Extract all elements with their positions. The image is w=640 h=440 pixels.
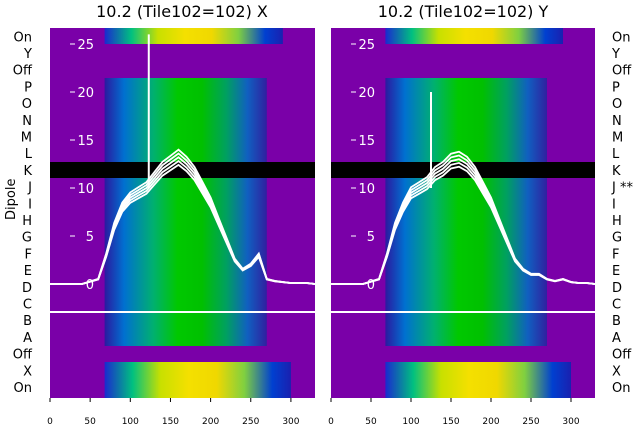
dipole-row-label-x: F: [25, 247, 32, 262]
y-tick-label: 5: [86, 230, 94, 245]
panel-y: 0 5 10 15 20 25: [331, 28, 596, 398]
x-tick-label: 300: [562, 417, 579, 427]
x-tick-label: 100: [402, 417, 419, 427]
dipole-row-label-x: Off: [13, 64, 33, 79]
y-tick-label: 25: [77, 38, 94, 53]
dipole-row-label-x: O: [22, 97, 32, 112]
bottom-on-block: [385, 362, 571, 398]
dipole-row-label-x: L: [25, 147, 33, 162]
main-block: [104, 78, 267, 346]
dipole-row-label-y: P: [612, 80, 620, 95]
y-tick-label: 0: [86, 278, 94, 293]
x-tick-label: 50: [84, 417, 96, 427]
x-tick-label: 0: [328, 417, 334, 427]
left-panel-title: 10.2 (Tile102=102) X: [96, 2, 268, 21]
dipole-row-label-y: K: [612, 164, 621, 179]
response-trace: [50, 148, 316, 285]
dipole-row-label-y: A: [612, 331, 621, 346]
top-on-block: [385, 28, 563, 44]
dipole-row-label-y: Off: [612, 64, 632, 79]
x-tick-label: 150: [162, 417, 179, 427]
bottom-on-block: [104, 362, 291, 398]
x-tick-label: 200: [202, 417, 219, 427]
x-tick-label: 50: [365, 417, 377, 427]
dipole-row-label-x: N: [22, 114, 32, 129]
dipole-row-label-x: Y: [23, 47, 32, 62]
top-on-block: [104, 28, 283, 44]
dipole-row-label-x: On: [14, 381, 32, 396]
dipole-row-label-x: B: [23, 314, 32, 329]
dipole-row-label-y: J **: [611, 181, 633, 196]
dipole-row-label-x: A: [23, 331, 32, 346]
flagged-band: [50, 162, 315, 178]
y-tick-label: 20: [77, 86, 94, 101]
dipole-row-label-x: On: [14, 30, 32, 45]
y-tick-label: 15: [77, 134, 94, 149]
dipole-row-label-x: C: [23, 298, 32, 313]
dipole-row-label-y: C: [612, 298, 621, 313]
dipole-row-label-y: H: [612, 214, 622, 229]
dipole-row-label-x: K: [23, 164, 32, 179]
x-tick-label: 250: [242, 417, 259, 427]
dipole-row-label-y: Off: [612, 348, 632, 363]
dipole-row-label-y: On: [612, 30, 630, 45]
flagged-band: [331, 162, 595, 178]
dipole-row-label-y: N: [612, 114, 622, 129]
y-tick-label: 15: [358, 134, 375, 149]
dipole-row-label-x: Off: [13, 348, 33, 363]
dipole-axis-label: Dipole: [4, 179, 19, 220]
dipole-row-label-x: E: [24, 264, 32, 279]
y-tick-label: 25: [358, 38, 375, 53]
dipole-row-label-y: D: [612, 281, 622, 296]
dipole-row-label-y: O: [612, 97, 622, 112]
dipole-row-label-y: M: [612, 131, 623, 146]
x-tick-label: 300: [282, 417, 299, 427]
dipole-row-label-y: B: [612, 314, 621, 329]
dipole-row-label-x: H: [22, 214, 32, 229]
y-tick-label: 0: [367, 278, 375, 293]
dipole-row-label-y: G: [612, 231, 622, 246]
dipole-row-label-x: J: [27, 181, 32, 196]
panel-x: 0 5 10 15 20 25: [50, 28, 316, 398]
dipole-row-label-y: L: [612, 147, 620, 162]
dipole-row-label-x: G: [22, 231, 32, 246]
response-trace: [331, 150, 596, 285]
x-tick-label: 150: [442, 417, 459, 427]
dipole-row-label-x: P: [24, 80, 32, 95]
dipole-row-label-x: X: [23, 364, 32, 379]
x-tick-label: 100: [122, 417, 139, 427]
dipole-row-label-y: On: [612, 381, 630, 396]
dipole-row-label-y: X: [612, 364, 621, 379]
dipole-row-label-y: I: [612, 197, 616, 212]
x-tick-label: 250: [522, 417, 539, 427]
dipole-row-label-x: I: [28, 197, 32, 212]
y-tick-label: 5: [367, 230, 375, 245]
y-tick-label: 10: [358, 182, 375, 197]
y-tick-label: 10: [77, 182, 94, 197]
x-tick-label: 200: [482, 417, 499, 427]
right-panel-title: 10.2 (Tile102=102) Y: [378, 2, 549, 21]
x-tick-label: 0: [47, 417, 53, 427]
y-tick-label: 20: [358, 86, 375, 101]
dipole-row-label-y: F: [612, 247, 619, 262]
dipole-row-label-y: E: [612, 264, 620, 279]
dipole-row-label-x: M: [21, 131, 32, 146]
dipole-row-label-x: D: [22, 281, 32, 296]
dipole-row-label-y: Y: [611, 47, 620, 62]
main-block: [385, 78, 547, 346]
